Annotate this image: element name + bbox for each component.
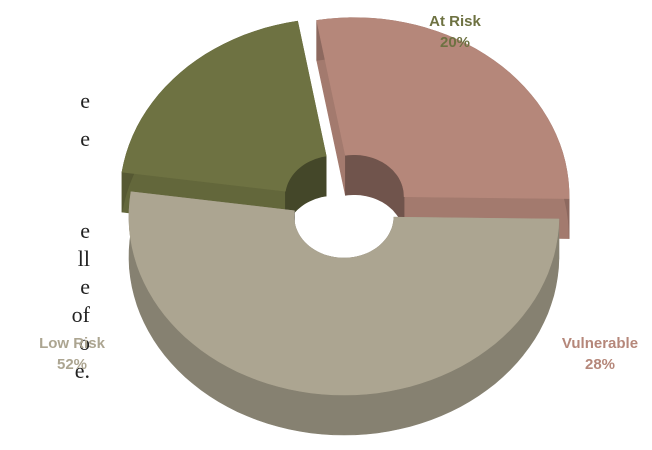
slice-labels: At Risk 20% Vulnerable 28% Low Risk 52% [39, 13, 638, 373]
slice-top-face [128, 191, 560, 396]
body-text-fragment: e [80, 218, 90, 243]
body-text-fragment: e [80, 274, 90, 299]
donut-slice-low-risk [128, 191, 560, 436]
slice-top-face [121, 20, 327, 192]
slice-label-name: At Risk [429, 13, 481, 30]
body-text-fragment: o [79, 330, 90, 355]
body-text-fragment: ll [77, 246, 90, 271]
slice-label-name: Low Risk [39, 335, 106, 352]
slice-label-value: 52% [57, 356, 87, 373]
body-text-fragment: e. [74, 358, 90, 383]
body-text-fragment: e [80, 126, 90, 151]
slice-label-value: 20% [440, 34, 470, 51]
donut-slices [121, 17, 570, 436]
slice-label-value: 28% [585, 356, 615, 373]
body-text-fragment: of [71, 302, 90, 327]
slice-label-name: Vulnerable [562, 335, 638, 352]
slice-top-face [316, 17, 570, 199]
body-text-fragment: e [80, 88, 90, 113]
